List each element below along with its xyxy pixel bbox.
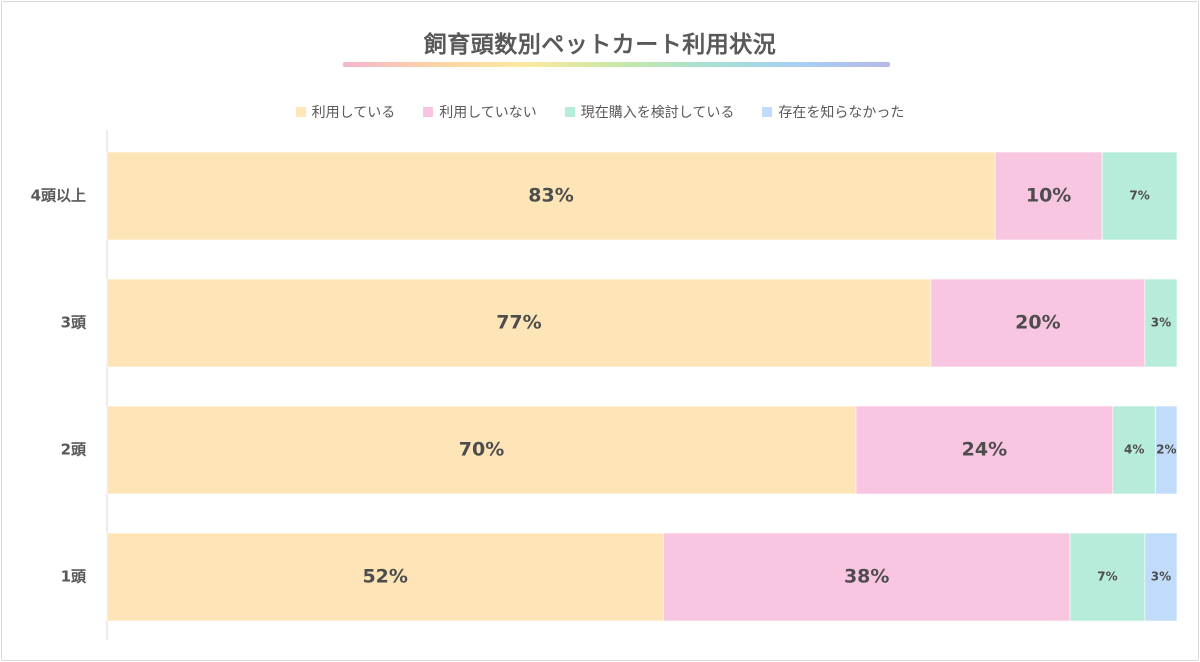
legend-item: 利用していない	[423, 102, 537, 122]
legend-label: 現在購入を検討している	[580, 105, 735, 121]
bar-segment	[106, 278, 932, 368]
bar-segment	[1069, 532, 1146, 622]
data-label: 20%	[1015, 312, 1060, 334]
data-label: 52%	[362, 566, 407, 588]
bar-segment	[1144, 278, 1178, 368]
data-label: 2%	[1156, 443, 1176, 457]
bar-segment	[663, 532, 1071, 622]
legend-swatch	[564, 107, 575, 117]
data-label: 4%	[1124, 443, 1144, 457]
bar-segment	[1144, 532, 1178, 622]
legend-label: 利用している	[311, 105, 396, 121]
bar-segment	[106, 405, 857, 495]
chart-title: 飼育頭数別ペットカート利用状況	[423, 32, 777, 58]
data-label: 38%	[844, 566, 889, 588]
data-label: 77%	[496, 312, 541, 334]
bar-segment	[930, 278, 1146, 368]
title-underline	[343, 62, 890, 67]
data-label: 24%	[962, 439, 1007, 461]
bar-segment	[106, 532, 664, 622]
legend-label: 存在を知らなかった	[778, 105, 905, 121]
bar-segment	[106, 151, 996, 241]
legend-swatch	[762, 107, 773, 117]
chart-legend: 利用している 利用していない 現在購入を検討している 存在を知らなかった	[0, 102, 1200, 122]
category-tick-label: 4頭以上	[31, 187, 86, 205]
legend-item: 利用している	[295, 102, 396, 122]
data-label: 83%	[528, 185, 573, 207]
data-label: 10%	[1026, 185, 1071, 207]
legend-item: 現在購入を検討している	[564, 102, 735, 122]
legend-swatch	[295, 107, 306, 117]
category-tick-label: 3頭	[61, 314, 87, 332]
legend-swatch	[423, 107, 434, 117]
bar-segment	[1101, 151, 1178, 241]
data-label: 3%	[1151, 570, 1171, 584]
data-label: 7%	[1097, 570, 1117, 584]
data-label: 7%	[1129, 189, 1149, 203]
bar-segment	[1112, 405, 1156, 495]
legend-item: 存在を知らなかった	[762, 102, 904, 122]
category-tick-label: 2頭	[61, 441, 87, 459]
bar-segment	[1155, 405, 1178, 495]
data-label: 3%	[1151, 316, 1171, 330]
data-label: 70%	[459, 439, 504, 461]
legend-label: 利用していない	[439, 105, 537, 121]
category-tick-label: 1頭	[61, 568, 87, 586]
